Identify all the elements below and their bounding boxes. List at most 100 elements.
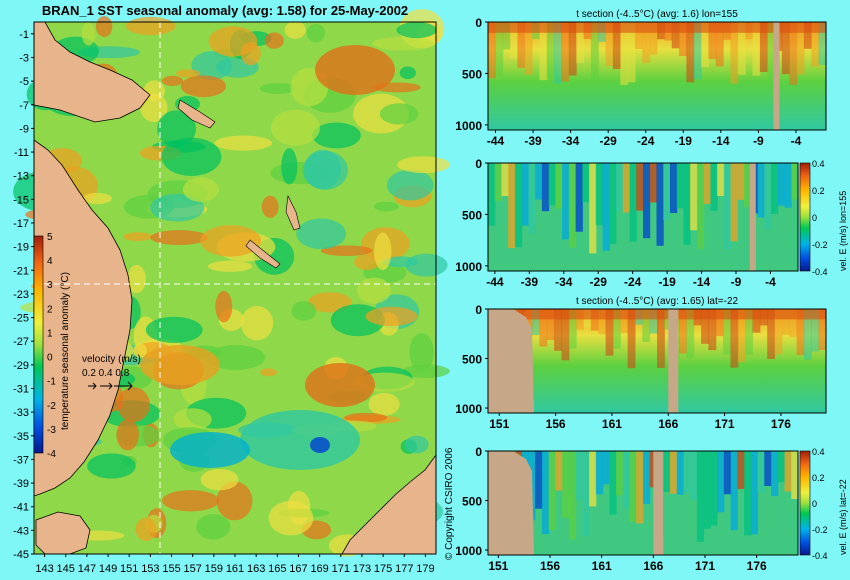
section-stripe <box>708 22 717 59</box>
section-stripe <box>737 451 745 489</box>
velocity-colorbar-ramp <box>799 450 811 556</box>
sst-colorbar-tick-label: 4 <box>47 256 53 267</box>
anomaly-patch <box>386 169 434 201</box>
anomaly-patch <box>161 137 222 177</box>
section-stripe <box>750 451 759 535</box>
map-y-tick-label: -15 <box>13 194 29 206</box>
anomaly-patch <box>196 513 231 540</box>
section-stripe <box>789 22 798 85</box>
land-new-guinea <box>33 21 151 123</box>
section-stripe <box>683 163 691 245</box>
section-stripe <box>634 22 643 49</box>
map-y-tick-label: -21 <box>13 265 29 277</box>
section-stripe <box>627 309 636 369</box>
section-stripe <box>791 163 799 200</box>
anomaly-patch <box>127 264 146 294</box>
map-x-axis: 143 145 147 149 151 153 155 157 159 161 163 165 167 1… <box>35 554 435 575</box>
section-stripe <box>642 22 651 63</box>
velocity-colorbar-ramp <box>799 162 811 272</box>
section-frame <box>487 21 827 131</box>
anomaly-patch <box>368 392 400 416</box>
section-x-tick-label: -39 <box>521 275 539 289</box>
section-temp-lon: t section (-4..5°C) (avg: 1.6) lon=155 0 5… <box>455 9 827 148</box>
section-stripe <box>752 309 761 333</box>
anomaly-patch <box>125 16 176 36</box>
section-stripe <box>745 309 754 355</box>
section-stripe <box>690 451 698 500</box>
velocity-legend-title: velocity (m/s) <box>82 354 141 365</box>
section-x-tick-label: -29 <box>600 134 618 148</box>
section-surface-layer <box>488 22 826 33</box>
map-x-tick-label: 179 <box>416 563 434 575</box>
anomaly-patch <box>150 193 205 222</box>
sst-colorbar-tick-label: -1 <box>47 377 56 388</box>
section-x-tick-label: -14 <box>693 275 711 289</box>
section-x-tick-label: 166 <box>643 559 663 573</box>
section-stripe <box>669 451 678 494</box>
sst-colorbar: 5 4 3 2 1 0 -1 -2 -3 -4 temperature seasonal anom… <box>33 232 71 460</box>
section-stripe <box>590 22 599 84</box>
anomaly-patch <box>404 435 429 454</box>
anomaly-patch <box>365 306 418 326</box>
section-stripe <box>589 451 597 507</box>
map-x-tick-label: 151 <box>120 563 138 575</box>
section-stripe <box>784 451 792 492</box>
section-title: t section (-4..5°C) (avg: 1.6) lon=155 <box>576 9 738 20</box>
anomaly-patch <box>268 500 314 536</box>
velocity-colorbar-label: vel. E (m/s) lon=155 <box>838 191 848 271</box>
section-x-tick-label: -44 <box>486 275 504 289</box>
section-stripe <box>752 22 761 76</box>
anomaly-patch <box>123 232 153 242</box>
section-title: t section (-4..5°C) (avg: 1.65) lat=-22 <box>576 296 739 307</box>
anomaly-patch <box>304 149 342 190</box>
section-stripe <box>701 309 709 344</box>
anomaly-patch <box>81 22 96 46</box>
section-land-mask <box>653 451 664 555</box>
section-stripe <box>781 309 790 335</box>
section-stripe <box>510 22 518 59</box>
section-x-tick-label: -4 <box>791 134 802 148</box>
section-x-tick-label: 151 <box>488 559 508 573</box>
section-stripe <box>744 163 752 208</box>
map-x-tick-label: 171 <box>332 563 350 575</box>
map-y-tick-label: -9 <box>19 123 29 135</box>
section-stripe <box>548 451 556 531</box>
anomaly-patch <box>200 468 239 491</box>
velocity-legend-values: 0.2 0.4 0.8 <box>82 368 130 379</box>
section-stripe <box>636 451 644 524</box>
section-x-tick-label: 166 <box>658 417 678 431</box>
section-stripe <box>539 22 548 81</box>
section-stripe <box>777 163 786 206</box>
section-stripe <box>671 22 680 49</box>
anomaly-patch <box>215 290 233 323</box>
land-new-caledonia <box>245 239 281 269</box>
map-y-tick-label: -17 <box>13 218 29 230</box>
section-stripe <box>686 22 695 83</box>
sst-colorbar-ramp <box>33 235 44 454</box>
anomaly-patch <box>176 69 201 78</box>
section-stripe <box>777 451 786 483</box>
section-stripe <box>676 451 684 495</box>
anomaly-patch <box>259 82 297 94</box>
anomaly-patch <box>140 93 168 123</box>
section-stripe <box>501 163 509 197</box>
sst-colorbar-tick-label: 5 <box>47 232 53 243</box>
section-stripe <box>535 163 543 200</box>
anomaly-patch <box>150 230 208 246</box>
section-x-tick-label: -19 <box>675 134 693 148</box>
section-stripe <box>488 163 496 226</box>
anomaly-patch <box>145 316 203 343</box>
section-stripe <box>696 163 705 250</box>
velocity-colorbar-tick-label: 0.2 <box>812 473 825 483</box>
section-stripe <box>590 309 599 331</box>
map-y-tick-label: -11 <box>14 147 29 159</box>
map-title: BRAN_1 SST seasonal anomaly (avg: 1.58) … <box>42 3 408 18</box>
map-x-tick-label: 147 <box>78 563 96 575</box>
section-stripe <box>609 451 617 515</box>
section-stripe <box>764 451 772 487</box>
section-stripe <box>683 451 691 494</box>
section-stripe <box>686 309 695 359</box>
anomaly-patch <box>320 245 373 257</box>
map-x-tick-label: 145 <box>57 563 75 575</box>
section-stripe <box>730 451 738 531</box>
